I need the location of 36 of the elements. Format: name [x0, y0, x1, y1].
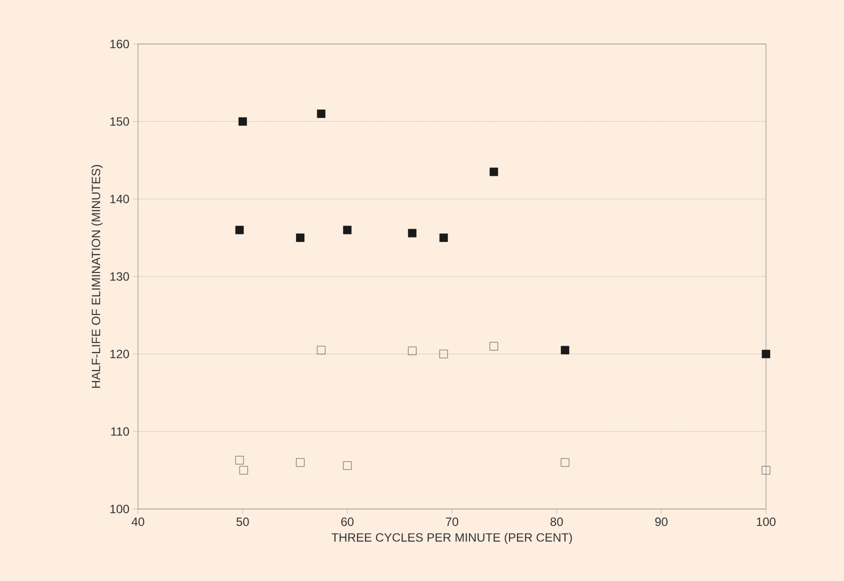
point: [240, 466, 248, 474]
x-tick-label: 50: [236, 518, 249, 526]
point: [560, 458, 570, 467]
point: [235, 226, 244, 234]
point: [343, 461, 352, 470]
point: [762, 350, 770, 358]
point: [408, 228, 416, 238]
point: [560, 346, 570, 354]
point: [439, 350, 448, 358]
point: [762, 466, 770, 474]
y-tick-label: 100: [110, 504, 130, 514]
x-tick-label: 70: [446, 518, 458, 526]
y-tick-label: 120: [110, 350, 130, 358]
y-tick-label: 140: [110, 194, 130, 204]
x-axis-title: THREE CYCLES PER MINUTE (PER CENT): [332, 532, 572, 544]
x-tick-label: 80: [550, 518, 563, 526]
point: [343, 226, 352, 234]
y-axis-title: HALF-LIFE OF ELIMINATION (MINUTES): [91, 165, 103, 388]
point: [408, 346, 416, 356]
x-tick-label: 40: [132, 518, 144, 526]
point: [296, 458, 304, 467]
point: [235, 456, 244, 464]
x-tick-label: 90: [655, 518, 668, 526]
point: [490, 342, 498, 350]
y-tick-label: 160: [110, 40, 130, 48]
y-tick-label: 150: [110, 117, 130, 126]
y-tick-label: 110: [111, 427, 130, 436]
point: [238, 117, 247, 126]
point: [296, 234, 304, 242]
x-tick-label: 100: [756, 518, 776, 526]
y-tick-label: 130: [110, 272, 130, 281]
point: [439, 234, 448, 242]
point: [490, 168, 498, 176]
x-tick-label: 60: [341, 518, 354, 526]
point: [316, 346, 326, 354]
point: [316, 110, 326, 118]
